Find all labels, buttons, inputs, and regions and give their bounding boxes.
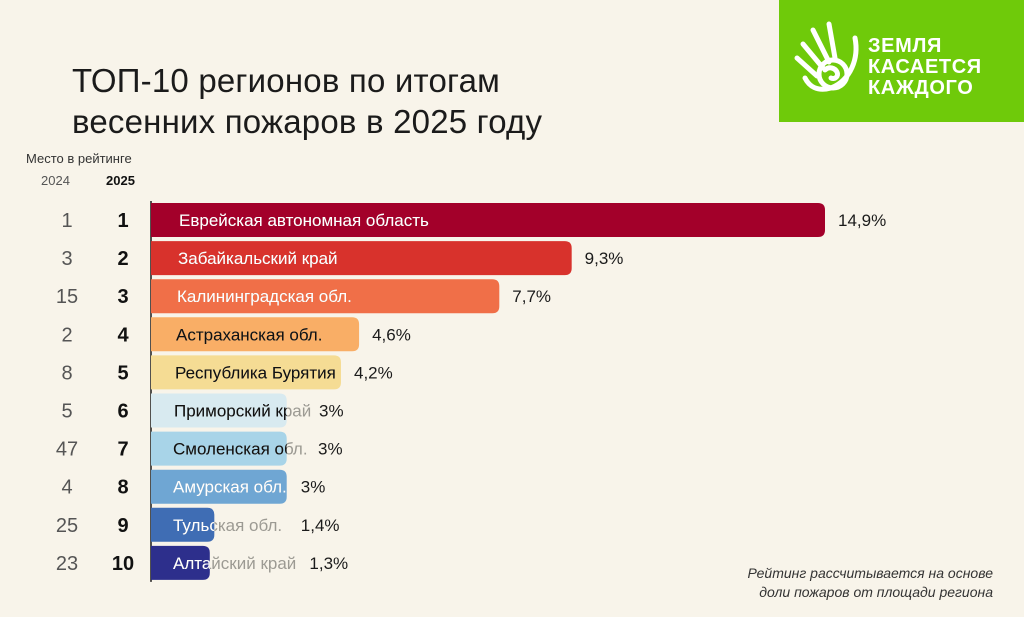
rank-2025-label: 10 <box>112 553 134 575</box>
category-label-overflow: Забайкальский край <box>178 249 338 268</box>
rank-2024-label: 15 <box>56 286 78 308</box>
rank-2024-label: 25 <box>56 515 78 537</box>
value-label: 3% <box>318 440 343 459</box>
brand-logo-line3: КАЖДОГО <box>868 77 974 99</box>
rank-2024-label: 23 <box>56 553 78 575</box>
chart-title-line2: весенних пожаров в 2025 году <box>72 103 543 140</box>
category-label: Смоленская обл. <box>173 440 308 459</box>
category-label-overflow: Смоленская обл. <box>173 440 308 459</box>
brand-logo-line2: КАСАЕТСЯ <box>868 56 982 78</box>
rank-2025-label: 4 <box>117 324 129 346</box>
brand-logo <box>779 0 1024 122</box>
rank-2024-label: 1 <box>61 210 72 232</box>
bar <box>151 507 215 542</box>
brand-logo-text: ЗЕМЛЯ КАСАЕТСЯ КАЖДОГО <box>868 36 982 99</box>
rank-column-header: Место в рейтинге <box>26 151 132 166</box>
category-label: Алтайский край <box>173 554 296 573</box>
bar <box>151 545 210 580</box>
rank-2025-label: 9 <box>117 515 128 537</box>
footnote-line1: Рейтинг рассчитывается на основе <box>747 565 993 581</box>
rank-2024-label: 8 <box>61 362 72 384</box>
category-label: Калининградская обл. <box>177 287 352 306</box>
value-label: 14,9% <box>838 211 886 230</box>
value-label: 1,3% <box>309 554 348 573</box>
category-label-overflow: Астраханская обл. <box>176 325 322 344</box>
category-label-overflow: Алтайский край <box>173 554 296 573</box>
rank-2025-label: 6 <box>117 401 128 423</box>
category-label: Амурская обл. <box>173 478 287 497</box>
category-label-overflow: Еврейская автономная область <box>179 211 429 230</box>
rank-2024-label: 4 <box>61 477 72 499</box>
category-label-overflow: Амурская обл. <box>173 478 287 497</box>
bar <box>151 355 341 390</box>
category-label-overflow: Калининградская обл. <box>177 287 352 306</box>
rank-2025-label: 3 <box>117 286 128 308</box>
rank-2025-label: 1 <box>117 210 128 232</box>
category-label: Тульская обл. <box>173 516 282 535</box>
category-label: Забайкальский край <box>178 249 338 268</box>
bar <box>151 317 360 352</box>
bar <box>151 393 287 428</box>
value-label: 7,7% <box>512 287 551 306</box>
hand-globe-icon <box>794 21 859 92</box>
bar <box>151 279 500 314</box>
rank-2024-label: 2 <box>61 324 72 346</box>
footnote-line2: доли пожаров от площади региона <box>759 584 993 600</box>
value-label: 3% <box>319 402 344 421</box>
footnote: Рейтинг рассчитывается на основе доли по… <box>747 564 993 602</box>
chart-title: ТОП-10 регионов по итогам весенних пожар… <box>72 60 542 142</box>
rank-2025-label: 8 <box>117 477 128 499</box>
value-label: 4,2% <box>354 363 393 382</box>
value-label: 1,4% <box>301 516 340 535</box>
year-2024-header: 2024 <box>41 173 70 188</box>
rank-2025-label: 5 <box>117 362 128 384</box>
rank-2024-label: 47 <box>56 439 78 461</box>
chart-title-line1: ТОП-10 регионов по итогам <box>72 62 501 99</box>
bar <box>151 241 572 276</box>
year-2025-header: 2025 <box>106 173 135 188</box>
category-label-overflow: Тульская обл. <box>173 516 282 535</box>
category-label: Еврейская автономная область <box>179 211 429 230</box>
value-label: 4,6% <box>372 325 411 344</box>
value-label: 3% <box>301 478 326 497</box>
rank-2025-label: 2 <box>117 248 128 270</box>
bar <box>151 203 825 237</box>
category-label-overflow: Республика Бурятия <box>175 363 336 382</box>
bar <box>151 469 287 504</box>
category-label: Приморский край <box>174 402 311 421</box>
value-label: 9,3% <box>585 249 624 268</box>
category-label: Астраханская обл. <box>176 325 322 344</box>
brand-logo-line1: ЗЕМЛЯ <box>868 35 942 57</box>
category-label-overflow: Приморский край <box>174 402 311 421</box>
bar <box>151 431 287 466</box>
rank-2024-label: 3 <box>61 248 72 270</box>
rank-2025-label: 7 <box>117 439 128 461</box>
rank-2024-label: 5 <box>61 401 72 423</box>
category-label: Республика Бурятия <box>175 363 336 382</box>
